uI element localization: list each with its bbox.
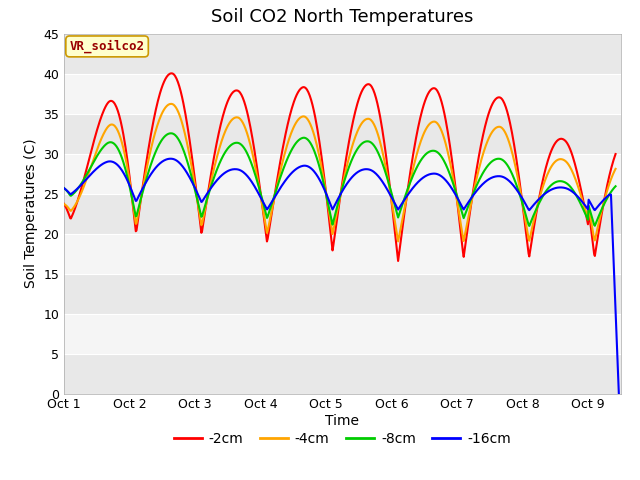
Bar [64,274,621,313]
Bar [64,234,621,274]
Bar [64,193,621,234]
Bar [64,313,621,354]
Bar [64,73,621,114]
Text: VR_soilco2: VR_soilco2 [70,40,145,53]
Title: Soil CO2 North Temperatures: Soil CO2 North Temperatures [211,9,474,26]
Bar [64,154,621,193]
Bar [64,354,621,394]
Bar [64,114,621,154]
Y-axis label: Soil Temperatures (C): Soil Temperatures (C) [24,139,38,288]
X-axis label: Time: Time [325,414,360,428]
Legend: -2cm, -4cm, -8cm, -16cm: -2cm, -4cm, -8cm, -16cm [168,426,516,452]
Bar [64,34,621,73]
